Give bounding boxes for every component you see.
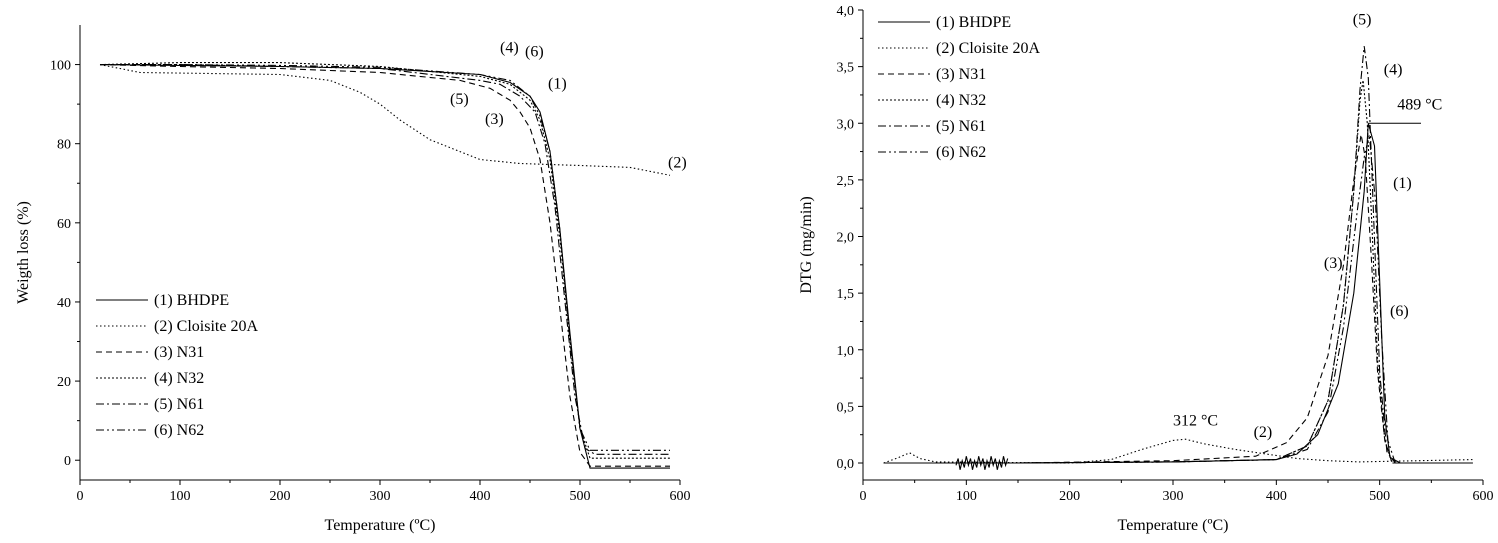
series-line-6 xyxy=(883,134,1473,464)
y-tick-label: 20 xyxy=(57,375,71,390)
series-line-2 xyxy=(99,64,671,176)
x-tick-label: 600 xyxy=(670,489,691,504)
series-line-3 xyxy=(883,134,1473,464)
y-tick-label: 2,0 xyxy=(837,231,855,246)
y-tick-label: 60 xyxy=(57,217,71,232)
x-tick-label: 100 xyxy=(956,489,977,504)
x-tick-label: 200 xyxy=(270,489,291,504)
legend-entry: (3) N31 xyxy=(154,344,204,361)
legend-entry: (5) N61 xyxy=(154,396,204,413)
annotation-label: (6) xyxy=(525,44,544,61)
x-axis-label: Temperature (ºC) xyxy=(1118,517,1229,534)
x-tick-label: 100 xyxy=(170,489,191,504)
x-tick-label: 300 xyxy=(370,489,391,504)
y-tick-label: 0,0 xyxy=(837,457,855,472)
tga-chart: 0 100 200 300 400 500 600 0 20 40 60 80 100 Temperatu… xyxy=(15,25,691,534)
annotation-label: 312 °C xyxy=(1173,413,1218,430)
annotation-label: (6) xyxy=(1390,303,1409,320)
y-axis-label: Weigth loss (%) xyxy=(15,201,32,304)
x-tick-label: 300 xyxy=(1163,489,1184,504)
series-line-6 xyxy=(100,64,670,451)
series-line-2 xyxy=(883,438,1473,464)
x-tick-label: 400 xyxy=(470,489,491,504)
legend-entry: (5) N61 xyxy=(936,118,986,135)
y-tick-label: 0,5 xyxy=(837,400,855,415)
annotation-label: (4) xyxy=(1384,62,1403,79)
legend-entry: (4) N32 xyxy=(936,92,986,109)
annotation-label: (4) xyxy=(500,40,519,57)
legend-entry: (1) BHDPE xyxy=(154,292,229,309)
legend-entry: (2) Cloisite 20A xyxy=(154,318,258,335)
legend-entry: (6) N62 xyxy=(154,422,204,439)
annotation-label: (5) xyxy=(1353,12,1372,29)
y-tick-label: 2,5 xyxy=(837,174,855,189)
annotation-label: (3) xyxy=(485,111,504,128)
dtg-noise xyxy=(955,456,1009,470)
annotation-label: (2) xyxy=(1254,424,1273,441)
annotation-label: (5) xyxy=(450,91,469,108)
y-tick-label: 3,0 xyxy=(837,117,855,132)
legend-entry: (1) BHDPE xyxy=(936,14,1011,31)
annotation-label: (1) xyxy=(1393,175,1412,192)
annotation-label: (1) xyxy=(548,75,567,92)
y-tick-label: 0 xyxy=(64,454,71,469)
y-tick-label: 100 xyxy=(50,59,71,74)
annotation-label: (3) xyxy=(1324,255,1343,272)
y-axis-label: DTG (mg/min) xyxy=(798,196,815,293)
x-tick-label: 0 xyxy=(77,489,84,504)
y-tick-label: 80 xyxy=(57,138,71,153)
annotation-label: (2) xyxy=(668,154,687,171)
legend-entry: (6) N62 xyxy=(936,144,986,161)
y-tick-label: 1,5 xyxy=(837,287,855,302)
legend-entry: (4) N32 xyxy=(154,370,204,387)
y-tick-label: 4,0 xyxy=(837,4,855,19)
series-line-3 xyxy=(99,64,670,467)
y-tick-label: 3,5 xyxy=(837,61,855,76)
x-tick-label: 400 xyxy=(1266,489,1287,504)
dtg-chart: 0 100 200 300 400 500 600 0,0 0,5 1,0 1,5 2,0 2,5 3,0… xyxy=(798,4,1494,534)
x-tick-label: 200 xyxy=(1059,489,1080,504)
y-tick-label: 40 xyxy=(57,296,71,311)
legend-entry: (2) Cloisite 20A xyxy=(936,40,1040,57)
x-tick-label: 500 xyxy=(570,489,591,504)
annotation-label: 489 °C xyxy=(1397,97,1442,114)
y-tick-label: 1,0 xyxy=(837,344,855,359)
x-tick-label: 500 xyxy=(1369,489,1390,504)
x-axis-label: Temperature (ºC) xyxy=(325,517,436,534)
x-tick-label: 600 xyxy=(1473,489,1494,504)
x-tick-label: 0 xyxy=(860,489,867,504)
legend-entry: (3) N31 xyxy=(936,66,986,83)
